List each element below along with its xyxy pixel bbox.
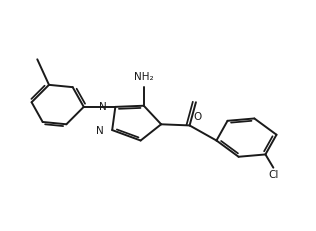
Text: O: O	[193, 112, 202, 122]
Text: Cl: Cl	[268, 169, 278, 179]
Text: N: N	[99, 101, 106, 111]
Text: N: N	[96, 125, 103, 135]
Text: NH₂: NH₂	[134, 72, 154, 82]
